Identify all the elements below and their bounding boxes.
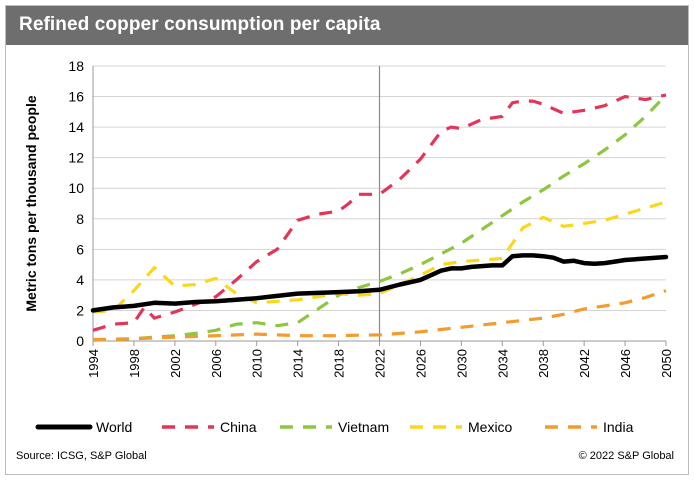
legend-item-vietnam: Vietnam	[280, 419, 389, 435]
series-line-vietnam	[92, 93, 668, 342]
y-axis-title: Metric tons per thousand people	[23, 95, 39, 311]
x-tick-label: 2014	[291, 349, 306, 378]
y-tick-label: 14	[68, 119, 84, 135]
y-tick-label: 10	[68, 180, 84, 196]
x-tick-label: 2002	[168, 349, 183, 378]
x-tick-label: 2010	[250, 349, 265, 378]
legend-label-india: India	[603, 419, 634, 435]
chart-title: Refined copper consumption per capita	[19, 14, 381, 35]
legend-label-mexico: Mexico	[468, 419, 513, 435]
x-tick-label: 2046	[618, 349, 633, 378]
x-tick-label: 1998	[127, 349, 142, 378]
x-tick-label: 2006	[209, 349, 224, 378]
x-tick-label: 2038	[536, 349, 551, 378]
copyright-note: © 2022 S&P Global	[578, 450, 674, 462]
y-tick-label: 2	[76, 302, 84, 318]
series-line-mexico	[92, 200, 667, 314]
source-note: Source: ICSG, S&P Global	[16, 450, 147, 462]
series-line-world	[90, 253, 669, 313]
legend-item-mexico: Mexico	[410, 419, 513, 435]
chart-frame	[5, 5, 689, 475]
y-tick-label: 16	[68, 89, 84, 105]
legend-item-china: China	[162, 419, 257, 435]
y-tick-label: 4	[76, 272, 84, 288]
y-tick-label: 6	[76, 241, 84, 257]
series-line-india	[92, 289, 667, 342]
title-bar: Refined copper consumption per capita	[6, 6, 688, 45]
x-tick-label: 1994	[86, 349, 101, 378]
x-tick-label: 2030	[454, 349, 469, 378]
y-tick-label: 0	[76, 333, 84, 349]
y-tick-label: 18	[68, 58, 84, 74]
y-tick-label: 12	[68, 150, 84, 166]
legend-label-vietnam: Vietnam	[338, 419, 389, 435]
x-tick-label: 2034	[495, 349, 510, 378]
y-tick-label: 8	[76, 211, 84, 227]
legend-item-world: World	[35, 419, 132, 435]
series-line-china	[92, 93, 667, 332]
x-tick-label: 2026	[413, 349, 428, 378]
legend-item-india: India	[545, 419, 634, 435]
x-tick-label: 2042	[577, 349, 592, 378]
x-tick-label: 2022	[373, 349, 388, 378]
legend-label-china: China	[220, 419, 257, 435]
x-tick-label: 2050	[659, 349, 674, 378]
legend-label-world: World	[96, 419, 132, 435]
x-tick-label: 2018	[332, 349, 347, 378]
